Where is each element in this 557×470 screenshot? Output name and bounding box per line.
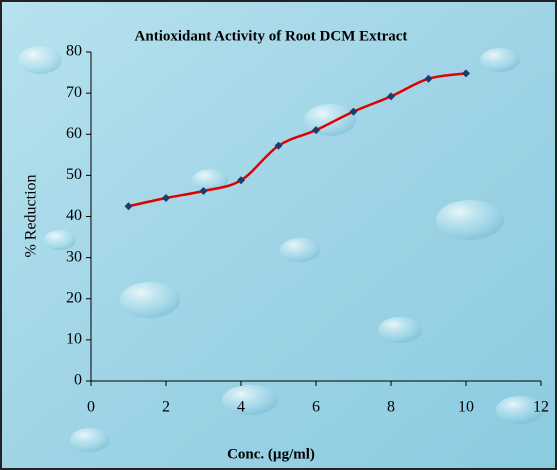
y-tick-label: 60 [66, 125, 82, 142]
data-point [424, 74, 433, 83]
data-point [462, 69, 470, 78]
x-tick-label: 8 [387, 399, 395, 416]
data-point [162, 193, 170, 202]
y-tick-label: 20 [66, 289, 82, 306]
chart-title: Antioxidant Activity of Root DCM Extract [135, 28, 408, 44]
x-tick-label: 2 [162, 399, 170, 416]
y-tick-label: 40 [66, 207, 82, 224]
data-point [387, 92, 395, 101]
y-tick-label: 30 [66, 248, 82, 265]
y-tick-label: 50 [66, 166, 82, 183]
y-tick-label: 80 [66, 43, 82, 60]
y-tick-label: 0 [74, 372, 82, 389]
x-tick-label: 12 [533, 399, 549, 416]
x-tick-label: 0 [87, 399, 95, 416]
y-axis-label: % Reduction [23, 174, 40, 257]
data-point [124, 202, 133, 211]
droplets [18, 46, 544, 452]
x-tick-label: 4 [237, 399, 245, 416]
x-tick-label: 6 [312, 399, 320, 416]
y-tick-label: 70 [66, 84, 82, 101]
data-point [312, 126, 320, 135]
x-axis-label: Conc. (µg/ml) [227, 446, 315, 462]
x-tick-label: 10 [458, 399, 474, 416]
data-point [237, 176, 245, 185]
data-point [274, 141, 283, 150]
data-point [199, 187, 208, 196]
data-line [128, 72, 467, 208]
y-tick-label: 10 [66, 331, 82, 348]
data-point [349, 107, 358, 116]
